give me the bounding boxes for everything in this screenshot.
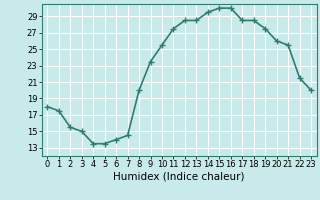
X-axis label: Humidex (Indice chaleur): Humidex (Indice chaleur) <box>114 172 245 182</box>
